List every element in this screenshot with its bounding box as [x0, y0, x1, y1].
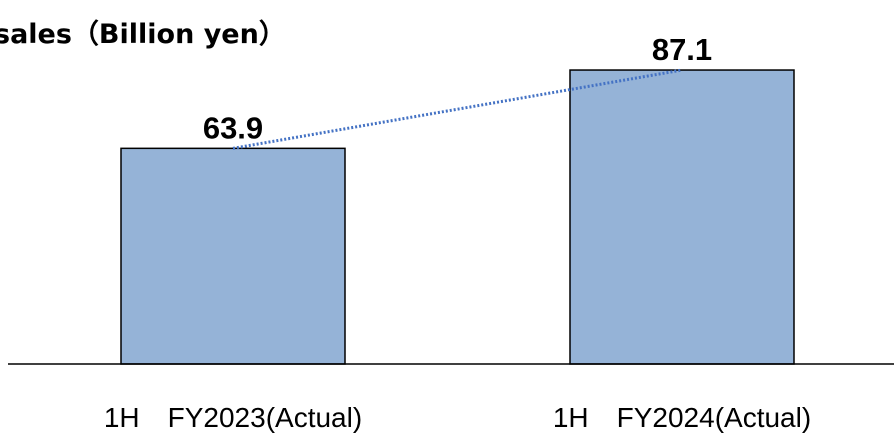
chart-title: sales（Billion yen）: [0, 19, 286, 50]
bar-2: [569, 69, 795, 365]
category-label-1: 1H FY2023(Actual): [104, 402, 362, 433]
data-label-1: 63.9: [203, 110, 263, 145]
bars-layer: [120, 69, 795, 365]
category-labels-layer: 1H FY2023(Actual) 1H FY2024(Actual): [104, 402, 811, 433]
data-label-2: 87.1: [652, 32, 712, 67]
bar-1: [120, 147, 346, 365]
labels-layer: 63.9 87.1: [203, 32, 712, 145]
category-label-2: 1H FY2024(Actual): [553, 402, 811, 433]
